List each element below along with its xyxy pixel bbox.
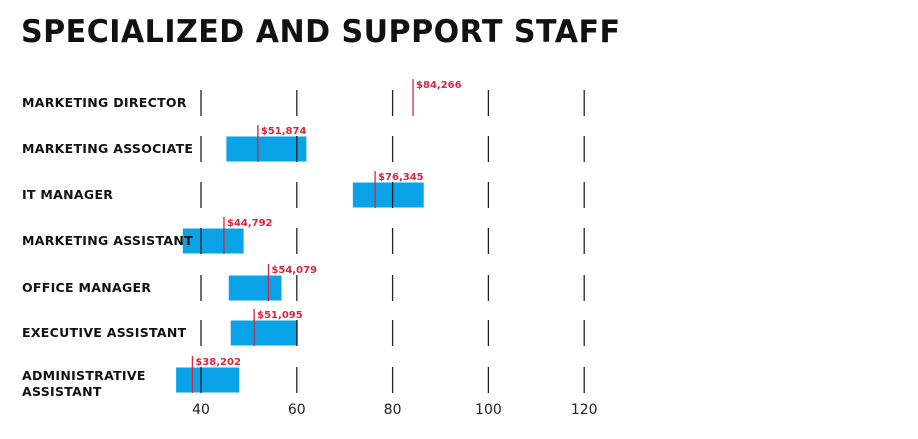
data-label: $51,095 (257, 310, 303, 321)
range-bar (176, 367, 240, 393)
range-bar (228, 275, 282, 301)
range-bar (226, 136, 307, 162)
category-label: EXECUTIVE ASSISTANT (22, 325, 187, 340)
x-tick-label: 120 (571, 402, 598, 418)
range-bar (230, 320, 298, 346)
data-label: $51,874 (261, 126, 307, 137)
category-label: MARKETING ASSOCIATE (22, 141, 193, 156)
data-label: $38,202 (195, 357, 241, 368)
chart-title: SPECIALIZED AND SUPPORT STAFF (21, 14, 621, 50)
range-bar (182, 228, 244, 254)
x-tick-label: 80 (384, 402, 402, 418)
range-bar (352, 182, 424, 208)
data-label: $84,266 (416, 80, 462, 91)
x-tick-label: 100 (475, 402, 502, 418)
category-label: IT MANAGER (22, 187, 113, 202)
data-label: $54,079 (271, 265, 317, 276)
category-label: OFFICE MANAGER (22, 280, 151, 295)
x-tick-label: 40 (192, 402, 210, 418)
data-label: $76,345 (378, 172, 424, 183)
data-label: $44,792 (227, 218, 273, 229)
category-label: MARKETING ASSISTANT (22, 233, 193, 248)
x-tick-label: 60 (288, 402, 306, 418)
category-label: ADMINISTRATIVE ASSISTANT (22, 368, 146, 399)
category-label: MARKETING DIRECTOR (22, 95, 187, 110)
